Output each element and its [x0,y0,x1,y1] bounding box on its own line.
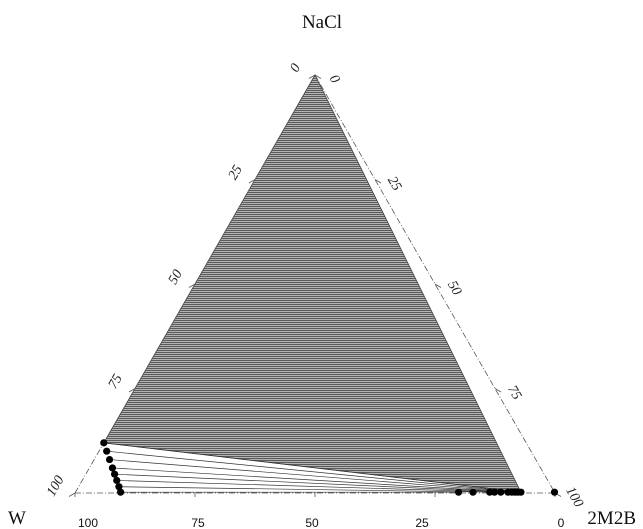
binodal-point-left [111,470,119,478]
tie-line [109,459,516,493]
left-tick-label: 100 [44,473,67,499]
binodal-point-left [113,476,121,485]
bottom-tick-label: 75 [191,516,205,529]
right-tick-label: 50 [444,278,464,298]
vertex-label-top: NaCl [302,12,342,33]
left-tick-label: 50 [166,267,186,287]
tie-line [118,486,490,493]
right-tick-mark [494,388,502,393]
left-tick-label: 25 [226,163,246,183]
binodal-point-right [469,488,477,496]
right-tick-mark [434,283,442,288]
tie-line [106,450,519,493]
right-edge [314,74,556,494]
bottom-tick-label: 25 [415,516,429,529]
right-tick-label: 100 [562,484,585,510]
left-tick-label: 75 [106,372,126,392]
right-tick-label: 75 [504,383,524,403]
binodal-point-right [454,488,463,496]
bottom-tick-label: 50 [305,516,319,529]
binodal-point-left [108,464,117,472]
axis-ticks: 100 75 50 25 0 0 25 50 75 100 100 75 50 25 0 [44,61,586,529]
binodal-point-left [103,447,111,455]
left-tick-mark [308,74,316,79]
corner-point [550,488,559,496]
binodal-point-left [100,439,108,447]
left-tick-label: 0 [288,61,304,75]
right-tick-mark [314,74,322,79]
tie-line [112,467,512,493]
left-tick-mark [128,388,136,393]
left-tick-mark [188,283,196,288]
binodal-point-right [504,488,512,496]
left-tick-mark [68,492,76,497]
left-edge [74,74,316,494]
tie-lines [103,442,521,493]
binodal-point-left [115,483,123,491]
right-tick-mark [374,179,382,184]
bottom-tick-label: 0 [558,516,565,529]
left-tick-mark [248,179,256,184]
binodal-point-left [105,455,114,464]
binodal-point-right [497,488,505,496]
right-tick-label: 0 [326,72,342,86]
bottom-tick-label: 100 [78,516,98,529]
binodal-point-left [117,488,125,496]
right-tick-label: 25 [384,174,404,194]
tie-line [116,480,501,493]
binodal-point-right [486,488,494,496]
tie-line [114,473,508,493]
vertex-label-left: W [8,508,26,529]
vertex-label-right: 2M2B [587,508,636,529]
tie-line [103,442,521,493]
data-points [100,439,559,496]
